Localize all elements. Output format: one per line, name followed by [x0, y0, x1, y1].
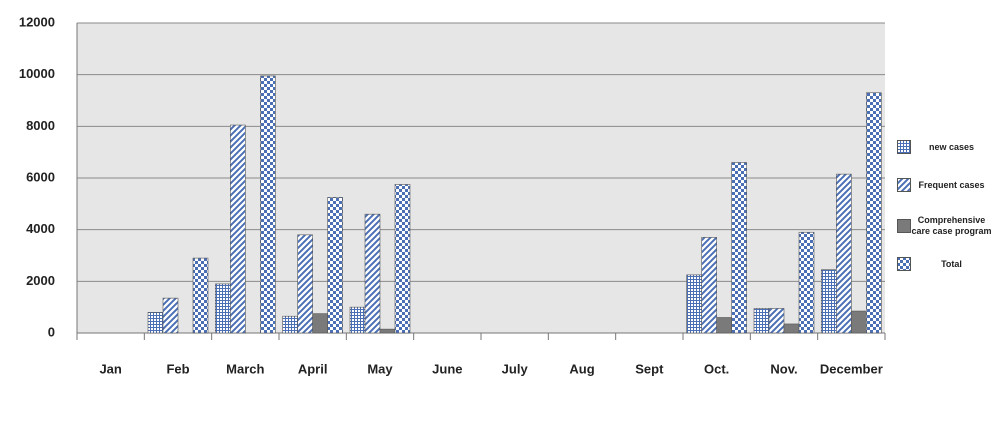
bar [783, 323, 800, 334]
bar [192, 257, 209, 334]
bar [260, 75, 276, 334]
bar [768, 308, 785, 334]
legend-label: Total [941, 258, 962, 269]
bar [312, 313, 328, 334]
legend-label: Comprehensive care case program [911, 215, 992, 236]
bar [701, 237, 717, 334]
bar [349, 306, 366, 334]
y-tick-label: 12000 [19, 14, 55, 29]
x-tick-label: March [226, 361, 264, 376]
legend-swatch [897, 178, 911, 192]
x-tick-label: May [367, 361, 393, 376]
y-tick-label: 10000 [19, 66, 55, 81]
y-tick-label: 2000 [26, 273, 55, 288]
x-tick-label: Feb [166, 361, 189, 376]
x-tick-label: December [820, 361, 883, 376]
x-tick-label: July [502, 361, 529, 376]
bar [836, 173, 852, 334]
bar [215, 283, 231, 334]
bar [851, 310, 867, 334]
legend-swatch [897, 218, 911, 233]
bar [731, 162, 747, 334]
x-tick-label: Jan [99, 361, 121, 376]
legend-item: new cases [897, 140, 992, 154]
bar [821, 269, 837, 334]
x-tick-label: April [298, 361, 328, 376]
bar [394, 184, 411, 334]
bar [866, 92, 882, 334]
x-tick-label: Aug [569, 361, 594, 376]
y-tick-label: 0 [48, 324, 55, 339]
bar [162, 297, 179, 334]
bar [327, 197, 343, 334]
bar [297, 234, 313, 334]
bar [753, 308, 770, 334]
legend-label: Frequent cases [918, 179, 985, 190]
bar [147, 312, 164, 334]
x-tick-label: Nov. [770, 361, 797, 376]
y-tick-label: 6000 [26, 169, 55, 184]
bar [686, 274, 702, 334]
legend-swatch [897, 257, 911, 271]
bar [364, 213, 381, 334]
bar [230, 124, 246, 334]
legend-label: new cases [928, 141, 975, 152]
y-tick-label: 4000 [26, 221, 55, 236]
bar [282, 315, 298, 334]
bar [716, 317, 732, 334]
y-tick-label: 8000 [26, 118, 55, 133]
x-tick-label: Sept [635, 361, 664, 376]
legend-swatch [897, 140, 911, 154]
bar [379, 328, 396, 334]
bar [798, 231, 815, 334]
legend-item: Comprehensive care case program [897, 215, 992, 237]
legend-item: Frequent cases [897, 178, 992, 192]
x-tick-label: Oct. [704, 361, 729, 376]
x-tick-label: June [432, 361, 462, 376]
legend-item: Total [897, 257, 992, 271]
